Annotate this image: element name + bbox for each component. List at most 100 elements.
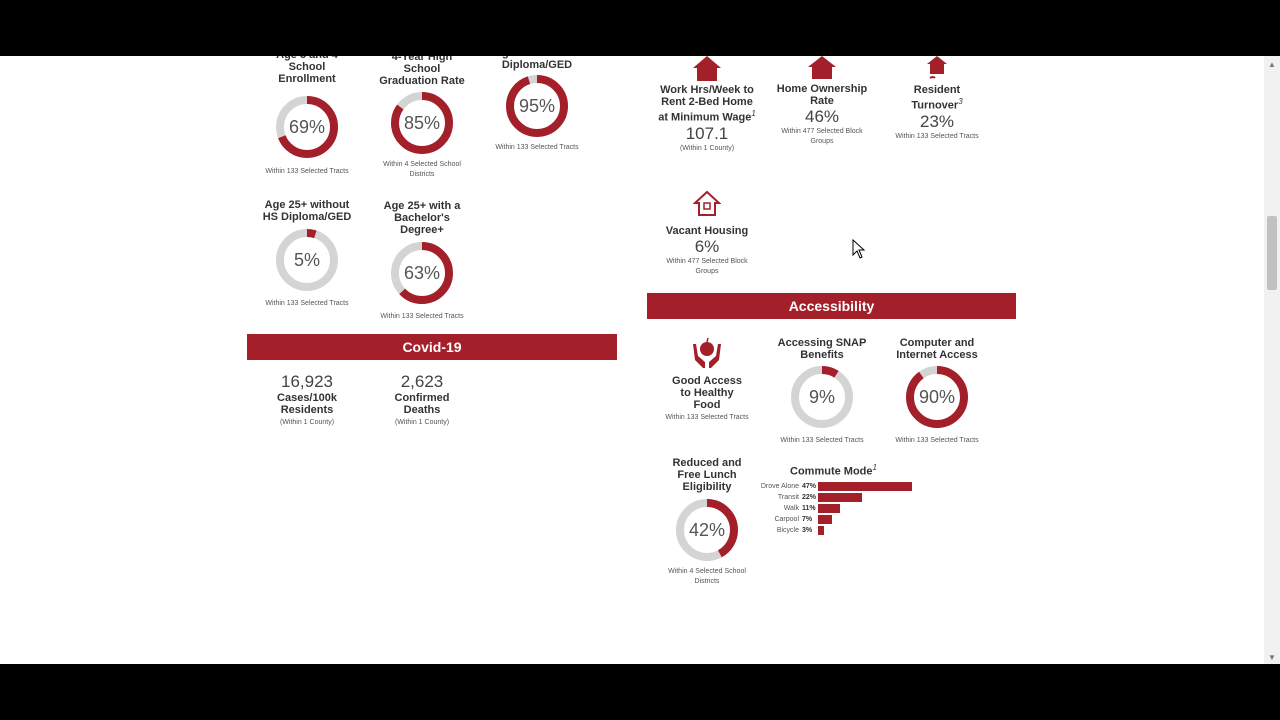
vacant-housing-widget: Vacant Housing 6% Within 477 Selected Bl… (648, 189, 766, 277)
house-outline-icon (693, 190, 721, 216)
donut-value: 85% (403, 113, 441, 133)
scroll-down-icon[interactable]: ▼ (1268, 653, 1276, 662)
apple-hands-icon (693, 337, 721, 368)
stat-value: 2,623 (400, 372, 444, 391)
widget-title: Resident Turnover (911, 84, 961, 112)
widget-title: Computer and Internet Access (896, 337, 978, 361)
caption: Within 133 Selected Tracts (895, 437, 979, 444)
donut-value: 42% (688, 520, 726, 540)
widget-title: Reduced and Free Lunch Eligibility (672, 457, 742, 493)
donut-chart: 63% (389, 240, 455, 306)
healthy-food-widget: Good Access to Healthy Food Within 133 S… (648, 336, 766, 423)
donut-value: 90% (918, 387, 956, 407)
bar (818, 503, 840, 513)
covid-deaths: 2,623 Confirmed Deaths (Within 1 County) (363, 372, 481, 428)
bar-label: Drove Alone (760, 482, 799, 490)
caption: Within 133 Selected Tracts (380, 313, 464, 320)
footnote: 1 (872, 463, 877, 472)
donut-ring (391, 92, 453, 154)
bar-value-label: 22% (802, 493, 817, 501)
caption: Within 4 Selected School Districts (383, 161, 461, 178)
donut-value: 5% (293, 250, 320, 270)
widget-title: Work Hrs/Week to Rent 2-Bed Home at Mini… (658, 84, 754, 124)
scrollbar[interactable]: ▲ ▼ (1264, 56, 1280, 664)
internet-widget: Computer and Internet Access 90% Within … (878, 337, 996, 446)
stat-value: 6% (694, 237, 720, 256)
bar-value-label: 11% (802, 504, 816, 512)
caption: Within 133 Selected Tracts (265, 300, 349, 307)
donut-value: 63% (403, 263, 441, 283)
commute-bar-row: Bicycle 3% (738, 525, 990, 536)
donut-fill (276, 96, 338, 158)
donut-ring (906, 366, 968, 428)
widget-title: Good Access to Healthy Food (672, 375, 742, 411)
donut-ring (676, 499, 738, 561)
donut-ring (276, 96, 338, 158)
lunch-widget: Reduced and Free Lunch Eligibility 42% W… (648, 457, 766, 587)
donut-fill (506, 75, 568, 137)
house-icon (693, 56, 721, 81)
caption: Within 4 Selected School Districts (668, 568, 746, 585)
donut-ring (276, 229, 338, 291)
house-turnover-icon (927, 56, 947, 79)
no-diploma-widget: Age 25+ without HS Diploma/GED 5% Within… (248, 199, 366, 309)
scrollbar-thumb[interactable] (1267, 216, 1277, 290)
commute-bar-row: Carpool 7% (738, 514, 990, 525)
caption: Within 477 Selected Block Groups (666, 258, 748, 275)
bar-label: Transit (777, 493, 799, 501)
donut-chart: 69% (274, 94, 340, 160)
donut-value: 69% (288, 117, 326, 137)
caption: (Within 1 County) (279, 419, 335, 426)
caption: Within 133 Selected Tracts (780, 437, 864, 444)
donut-chart: 85% (389, 90, 455, 156)
commute-mode-chart: Commute Mode1 Drove Alone 47% Transit 22% Wa… (761, 462, 990, 536)
stat-value: 107.1 (685, 123, 729, 143)
bar-label: Carpool (774, 515, 799, 523)
bar-value-label: 47% (802, 482, 817, 490)
mouse-cursor-icon (852, 239, 866, 259)
donut-chart: 90% (904, 364, 970, 430)
caption: Within 133 Selected Tracts (895, 132, 979, 140)
widget-title: Age 3 and 4 School Enrollment (276, 56, 338, 85)
donut-ring (506, 75, 568, 137)
stat-value: 46% (804, 107, 840, 126)
bar (818, 492, 862, 502)
bachelor-widget: Age 25+ with a Bachelor's Degree+ 63% Wi… (363, 200, 481, 322)
bar (818, 525, 824, 535)
caption: (Within 1 County) (394, 419, 450, 426)
enrollment-widget: Age 3 and 4 School Enrollment 69% Within… (248, 56, 366, 177)
donut-chart: 42% (674, 497, 740, 563)
donut-fill (791, 366, 853, 428)
donut-value: 95% (518, 96, 556, 116)
donut-fill (276, 229, 338, 291)
home-ownership-widget: Home Ownership Rate 46% Within 477 Selec… (763, 56, 881, 147)
house-icon (808, 56, 836, 79)
caption: Within 133 Selected Tracts (265, 168, 349, 175)
widget-title: Age 25+ with a Bachelor's Degree+ (383, 200, 461, 236)
caption: Within 133 Selected Tracts (665, 414, 749, 421)
graduation-widget: 4-Year High School Graduation Rate 85% W… (363, 56, 481, 180)
donut-fill (391, 242, 453, 304)
footnote: 3 (958, 97, 963, 106)
donut-chart: 95% (504, 73, 570, 139)
bar-value-label: 7% (802, 515, 813, 523)
commute-bar-row: Transit 22% (738, 492, 990, 503)
caption: Within 477 Selected Block Groups (781, 128, 863, 145)
bar-label: Bicycle (776, 526, 799, 534)
widget-title: Vacant Housing (665, 225, 749, 237)
bar-value-label: 3% (802, 526, 813, 534)
stat-label: Confirmed Deaths (394, 392, 450, 416)
commute-bar-row: Drove Alone 47% (738, 481, 990, 492)
covid-header: Covid-19 (247, 334, 617, 360)
scroll-up-icon[interactable]: ▲ (1268, 60, 1276, 69)
chart-title: Commute Mode (790, 465, 873, 478)
donut-fill (391, 92, 453, 154)
caption: Within 133 Selected Tracts (495, 144, 579, 151)
diploma-widget: Age 25+ with HS Diploma/GED 95% Within 1… (478, 56, 596, 153)
widget-title: Age 25+ with HS Diploma/GED (494, 56, 580, 71)
accessibility-header: Accessibility (647, 293, 1016, 319)
work-hours-widget: Work Hrs/Week to Rent 2-Bed Home at Mini… (648, 56, 766, 154)
stat-value: 23% (919, 111, 955, 131)
page: Age 3 and 4 School Enrollment 69% Within… (0, 56, 1280, 664)
donut-value: 9% (808, 387, 835, 407)
